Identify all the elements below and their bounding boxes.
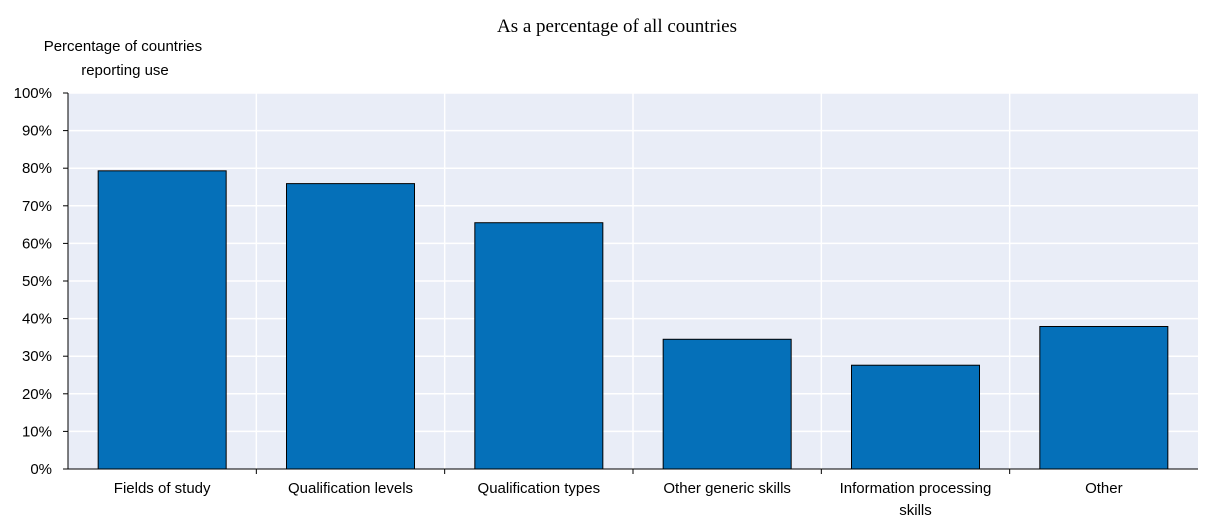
y-tick-label: 50% [22,273,52,290]
x-tick-label-line: Other [1085,480,1123,497]
axes [63,92,1198,474]
bar [851,364,980,470]
y-tick-label: 40% [22,311,52,328]
x-tick-label-line: Qualification levels [288,480,413,497]
bars [97,170,1169,470]
chart-subtitle: As a percentage of all countries [497,16,737,37]
grid-lines [68,92,1198,469]
y-tick-label: 90% [22,123,52,140]
y-tick-label: 30% [22,348,52,365]
x-tick-label: Qualification levels [288,480,413,497]
bar [286,183,415,470]
x-tick-labels: Fields of study Qualification levels Quali… [114,480,1123,519]
x-tick-label: Fields of study [114,480,211,497]
y-axis-label: Percentage of countries reporting use [44,38,207,79]
y-axis-label-line-1: Percentage of countries [44,38,202,55]
x-tick-label: Other [1085,480,1123,497]
y-axis-label-line-2: reporting use [81,62,169,79]
y-tick-label: 70% [22,198,52,215]
y-tick-label: 100% [14,85,52,102]
y-tick-label: 0% [30,461,52,478]
x-tick-label-line: Qualification types [478,480,601,497]
bar [1039,325,1169,470]
x-tick-label: Information processing skills [840,480,992,516]
y-tick-labels: 0% 10% 20% 30% 40% 50% 60% 70% 80% 90% 100% [14,85,52,478]
y-tick-label: 20% [22,386,52,403]
x-tick-label-line: Other generic skills [663,480,791,497]
bar [662,338,792,470]
x-tick-label-line: skills [899,502,932,516]
y-tick-label: 60% [22,235,52,252]
bar [474,222,604,470]
x-tick-label-line: Information processing [840,480,992,497]
x-tick-label-line: Fields of study [114,480,211,497]
y-tick-label: 80% [22,160,52,177]
y-tick-label: 10% [22,423,52,440]
x-tick-label: Qualification types [478,480,601,497]
bar [97,170,227,470]
x-tick-label: Other generic skills [663,480,791,497]
